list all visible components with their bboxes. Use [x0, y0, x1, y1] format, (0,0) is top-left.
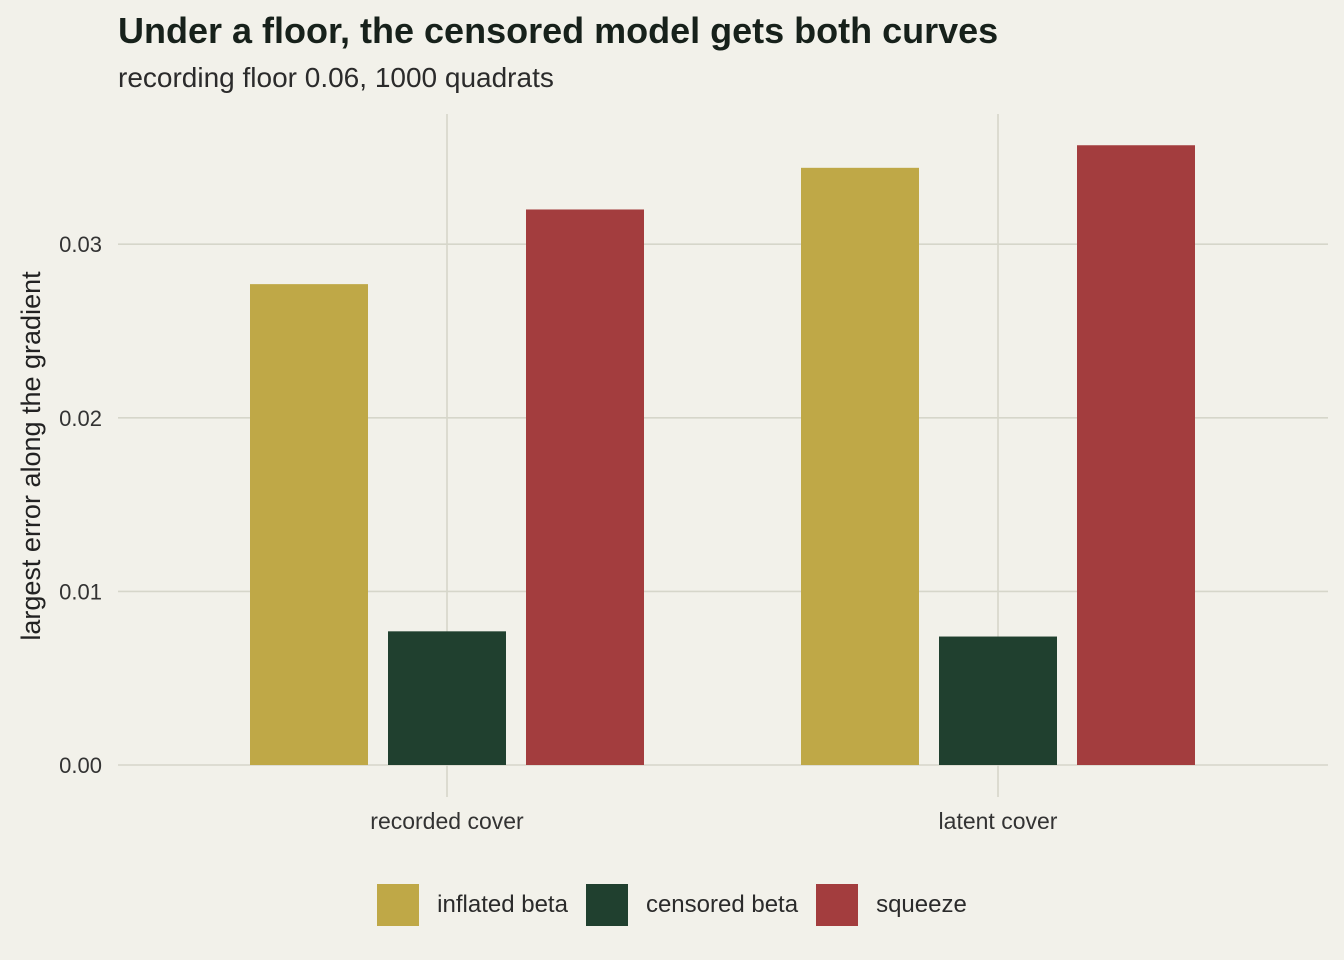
chart-title: Under a floor, the censored model gets b…: [118, 10, 999, 51]
legend-key-inflated-beta: [377, 884, 420, 926]
legend-item: inflated beta: [377, 884, 568, 926]
legend-key-squeeze: [816, 884, 859, 926]
y-axis-title: largest error along the gradient: [16, 271, 46, 641]
bar-squeeze-latent-cover: [1077, 145, 1195, 766]
bar-inflated-beta-recorded-cover: [250, 284, 368, 765]
legend-item: censored beta: [585, 884, 799, 926]
legend-label: squeeze: [876, 891, 967, 918]
legend-item: squeeze: [816, 884, 967, 926]
y-tick-label: 0.00: [59, 753, 102, 778]
bar-inflated-beta-latent-cover: [801, 167, 919, 766]
y-tick-label: 0.02: [59, 406, 102, 431]
chart-subtitle: recording floor 0.06, 1000 quadrats: [118, 62, 554, 93]
x-tick-label: recorded cover: [370, 808, 524, 834]
legend-label: inflated beta: [437, 891, 568, 918]
bar-squeeze-recorded-cover: [526, 209, 644, 766]
y-tick-label: 0.03: [59, 232, 102, 257]
bar-censored-beta-recorded-cover: [388, 631, 506, 765]
axis-ticks: 0.00 0.01 0.02 0.03 recorded cover latent cov…: [59, 232, 1058, 834]
legend-label: censored beta: [645, 891, 799, 918]
bars: [250, 145, 1195, 766]
x-tick-label: latent cover: [939, 808, 1058, 834]
legend: inflated beta censored beta squeeze: [0, 882, 1344, 928]
y-tick-label: 0.01: [59, 579, 102, 604]
bar-censored-beta-latent-cover: [939, 636, 1057, 765]
legend-key-censored-beta: [585, 884, 628, 926]
